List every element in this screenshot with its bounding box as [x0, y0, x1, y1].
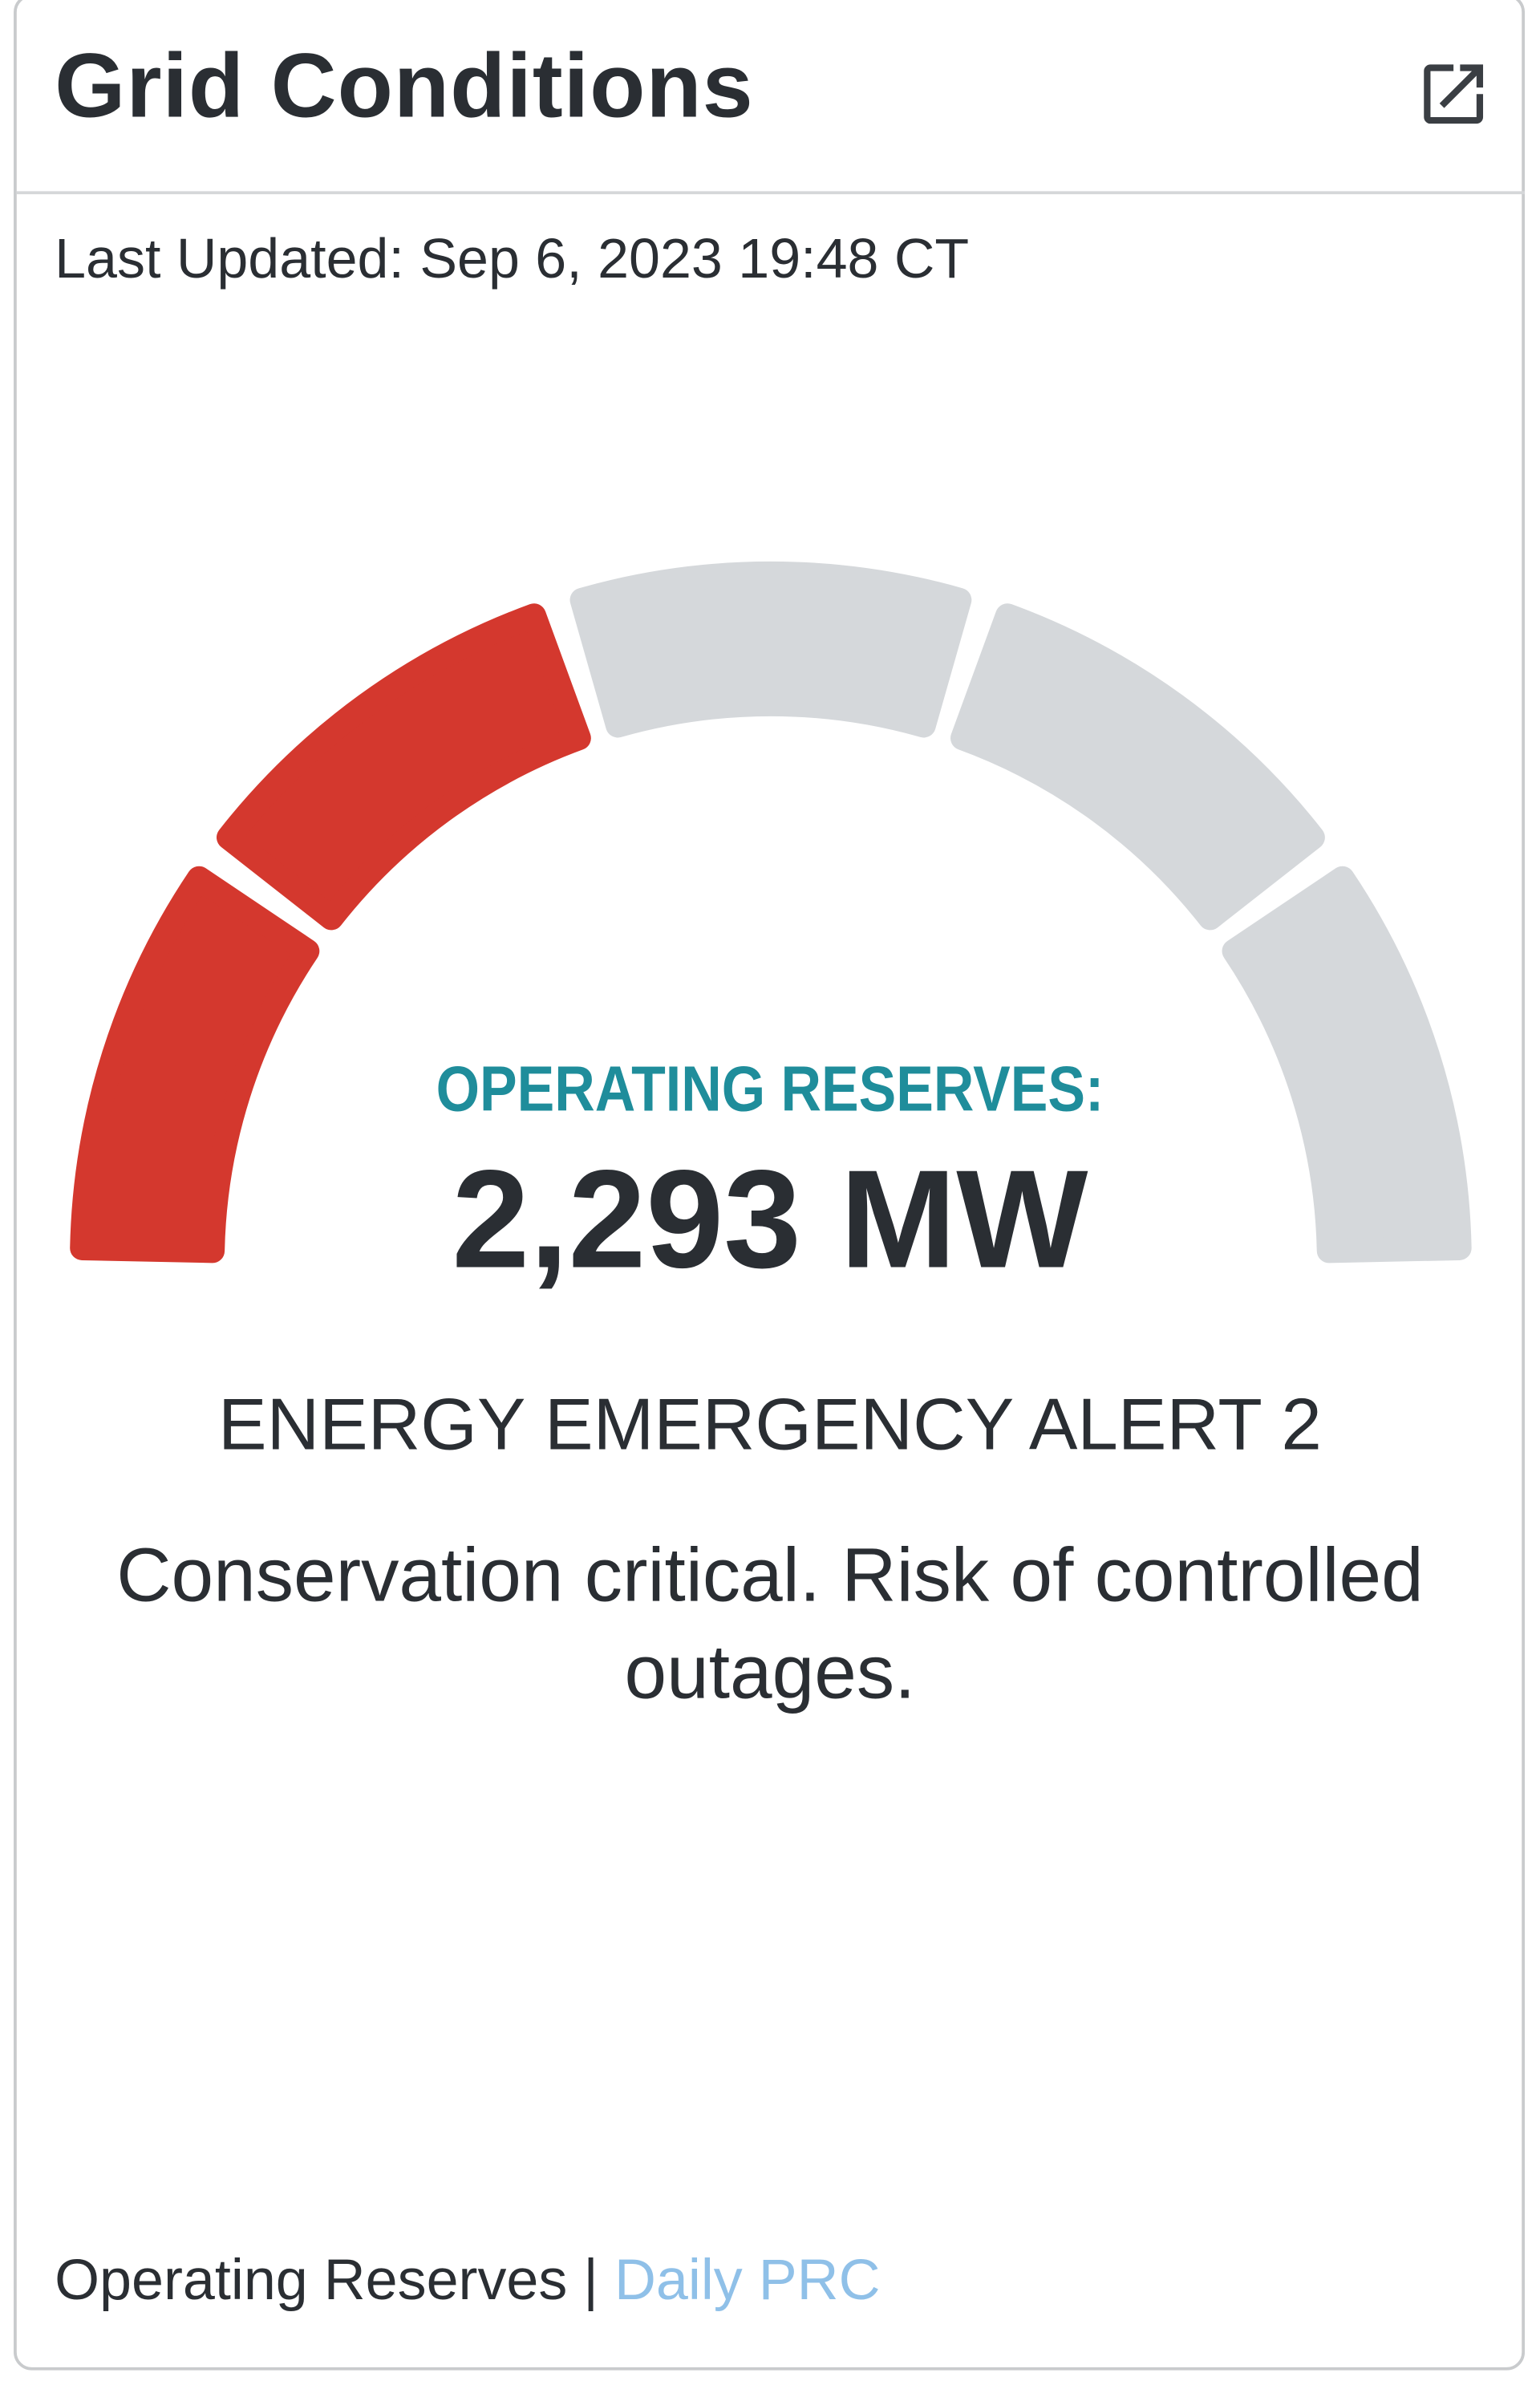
alert-description: Conservation critical. Risk of controlle…: [116, 1532, 1424, 1715]
gauge-segment-filled: [216, 603, 591, 931]
external-link-icon[interactable]: [1414, 55, 1493, 133]
gauge-segment-filled: [70, 866, 320, 1264]
card-title: Grid Conditions: [55, 34, 754, 137]
alert-level: ENERGY EMERGENCY ALERT 2: [218, 1385, 1322, 1466]
separator: |: [567, 2249, 614, 2313]
operating-reserves-text: Operating Reserves: [55, 2249, 568, 2313]
grid-conditions-card: [14, 0, 1526, 2371]
gauge-segment-empty: [1222, 866, 1472, 1264]
footer-links: Operating Reserves | Daily PRC: [55, 2249, 880, 2314]
gauge-value: 2,293 MW: [452, 1142, 1088, 1298]
gauge-label: OPERATING RESERVES:: [436, 1053, 1104, 1125]
gauge-segment-empty: [950, 603, 1325, 931]
operating-reserves-gauge: [70, 561, 1472, 1264]
daily-prc-link[interactable]: Daily PRC: [614, 2249, 881, 2313]
last-updated: Last Updated: Sep 6, 2023 19:48 CT: [55, 227, 970, 290]
gauge-segment-empty: [569, 561, 972, 738]
header-divider: [16, 191, 1526, 195]
